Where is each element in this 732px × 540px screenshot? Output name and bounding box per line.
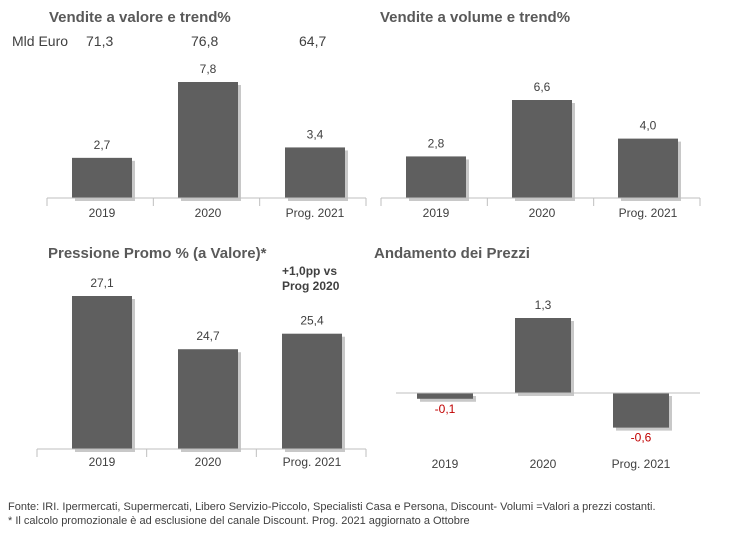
chart-1-category-label: 2019 xyxy=(89,206,116,220)
chart-3-category-label: 2019 xyxy=(89,455,116,469)
chart-1-bar xyxy=(72,157,132,198)
chart-2-category-label: Prog. 2021 xyxy=(619,206,678,220)
chart-2-category-label: 2019 xyxy=(423,206,450,220)
promo-note-line-1: +1,0pp vs xyxy=(282,264,338,278)
chart-4-bar-shadow xyxy=(420,396,476,402)
chart-1-category-label: Prog. 2021 xyxy=(286,206,345,220)
chart-2-category-label: 2020 xyxy=(529,206,556,220)
chart-3-category-label: Prog. 2021 xyxy=(283,455,342,469)
chart-3-title: Pressione Promo % (a Valore)* xyxy=(48,245,267,262)
chart-2-bar xyxy=(618,138,678,198)
chart-1-data-label: 7,8 xyxy=(200,62,217,76)
chart-4-category-label: 2020 xyxy=(530,457,557,471)
chart-1-bar xyxy=(178,82,238,198)
source-note: Fonte: IRI. Ipermercati, Supermercati, L… xyxy=(8,501,656,513)
chart-3-bar xyxy=(282,333,342,449)
mld-euro-label: Mld Euro xyxy=(12,33,69,49)
chart-4-category-label: 2019 xyxy=(432,457,459,471)
chart-4-bar xyxy=(515,318,571,393)
chart-3-category-label: 2020 xyxy=(195,455,222,469)
chart-2-data-label: 4,0 xyxy=(640,119,657,133)
chart-1-title: Vendite a valore e trend% xyxy=(49,9,231,26)
chart-3-data-label: 27,1 xyxy=(90,276,114,290)
chart-1-data-label: 3,4 xyxy=(307,127,324,141)
promo-note-line-2: Prog 2020 xyxy=(282,279,340,293)
chart-2-bar xyxy=(512,100,572,198)
chart-4-data-label: -0,6 xyxy=(631,431,652,445)
footnote: * Il calcolo promozionale è ad esclusion… xyxy=(8,515,470,527)
chart-1-category-label: 2020 xyxy=(195,206,222,220)
promo-note: +1,0pp vs Prog 2020 xyxy=(282,264,339,294)
chart-1-bar xyxy=(285,147,345,198)
chart-3-bar xyxy=(178,349,238,449)
mld-value-2019: 71,3 xyxy=(86,33,114,49)
chart-2-data-label: 2,8 xyxy=(428,136,445,150)
chart-2-data-label: 6,6 xyxy=(534,80,551,94)
chart-1-data-label: 2,7 xyxy=(94,138,111,152)
chart-4-title: Andamento dei Prezzi xyxy=(374,245,530,262)
chart-3-data-label: 25,4 xyxy=(300,314,324,328)
chart-3-data-label: 24,7 xyxy=(196,329,220,343)
chart-2-bar xyxy=(406,156,466,198)
chart-4-data-label: 1,3 xyxy=(535,298,552,312)
chart-4-bar xyxy=(613,393,669,428)
chart-3-bar xyxy=(72,296,132,449)
mld-value-2021: 64,7 xyxy=(299,33,327,49)
chart-4-data-label: -0,1 xyxy=(435,402,456,416)
mld-value-2020: 76,8 xyxy=(191,33,219,49)
chart-2-title: Vendite a volume e trend% xyxy=(380,9,571,26)
chart-4-bar xyxy=(417,393,473,399)
chart-4-category-label: Prog. 2021 xyxy=(612,457,671,471)
